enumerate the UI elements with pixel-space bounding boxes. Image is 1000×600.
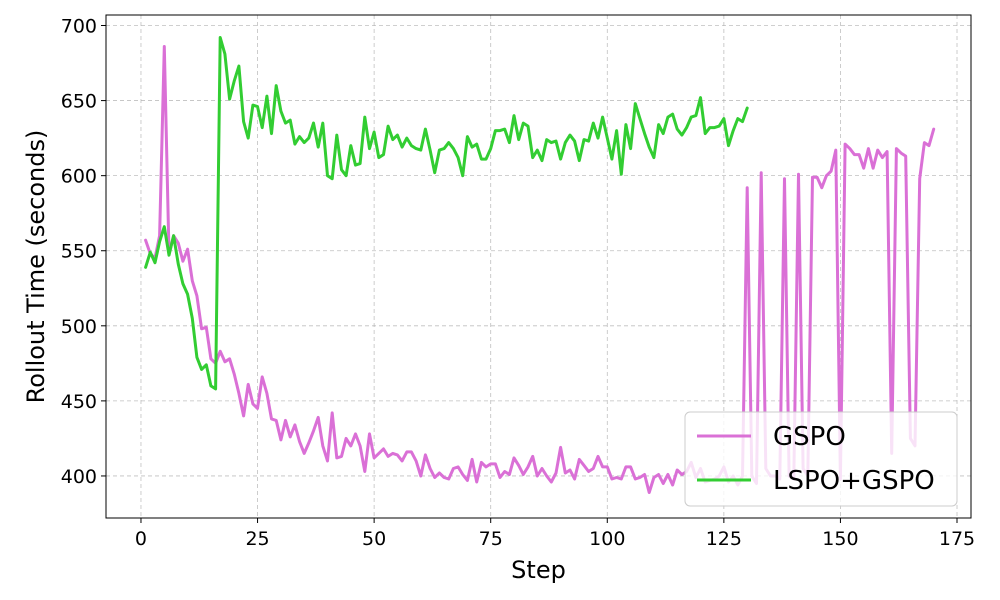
legend-box bbox=[684, 411, 958, 507]
x-tick-label: 25 bbox=[245, 528, 269, 550]
series-line-lspo-gspo bbox=[144, 36, 749, 391]
x-tick-label: 150 bbox=[822, 528, 858, 550]
y-tick-label: 650 bbox=[61, 91, 97, 113]
y-axis-ticks: 400 450 500 550 600 650 700 bbox=[61, 16, 106, 488]
y-tick-label: 700 bbox=[61, 16, 97, 38]
plot-area-frame bbox=[105, 14, 972, 519]
legend: GSPO LSPO+GSPO bbox=[684, 411, 958, 507]
x-axis-label: Step bbox=[511, 556, 566, 584]
y-axis-label: Rollout Time (seconds) bbox=[22, 130, 50, 404]
y-tick-label: 450 bbox=[61, 391, 97, 413]
x-axis-ticks: 0 25 50 75 100 125 150 175 bbox=[135, 518, 975, 550]
y-tick-label: 500 bbox=[61, 316, 97, 338]
legend-label: LSPO+GSPO bbox=[773, 466, 935, 496]
x-tick-label: 0 bbox=[135, 528, 147, 550]
x-tick-label: 75 bbox=[479, 528, 503, 550]
y-tick-label: 600 bbox=[61, 166, 97, 188]
y-tick-label: 550 bbox=[61, 241, 97, 263]
x-tick-label: 175 bbox=[939, 528, 975, 550]
x-tick-label: 100 bbox=[589, 528, 625, 550]
y-tick-label: 400 bbox=[61, 466, 97, 488]
legend-label: GSPO bbox=[773, 422, 846, 452]
x-tick-label: 50 bbox=[362, 528, 386, 550]
x-tick-label: 125 bbox=[706, 528, 742, 550]
